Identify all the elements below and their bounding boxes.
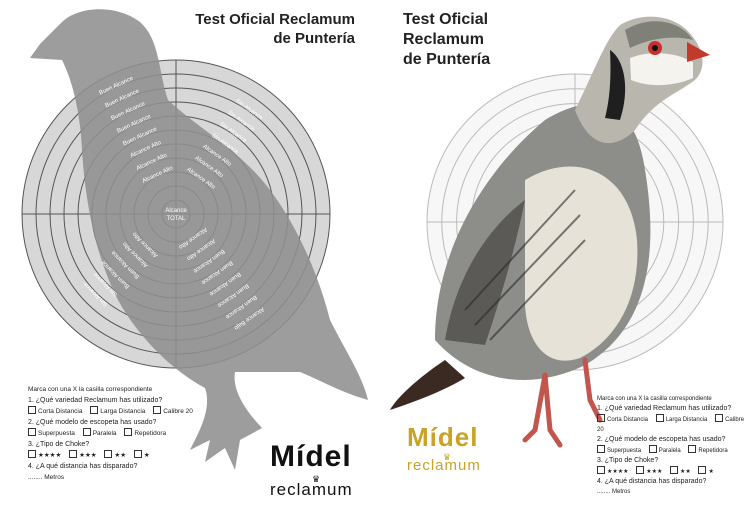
option-superpuesta[interactable]: Superpuesta: [597, 445, 641, 454]
right-crown-icon: ♛: [443, 452, 452, 462]
question-4: 4. ¿A qué distancia has disparado?: [597, 478, 707, 485]
right-page-title: Test Oficial Reclamum de Puntería: [403, 10, 490, 70]
partridge-illustration: [390, 16, 710, 448]
right-brand-sub: reclamum: [407, 457, 481, 474]
option-choke-3[interactable]: ★★★: [636, 466, 662, 475]
right-target-panel: Test Oficial Reclamum de Puntería Marca …: [375, 0, 750, 507]
left-crown-icon: ♛: [312, 474, 321, 484]
question-2-options: Superpuesta Paralela Repetidora: [597, 445, 747, 456]
option-corta-distancia[interactable]: Corta Distancia: [28, 406, 82, 415]
question-3: 3. ¿Tipo de Choke?: [597, 457, 659, 464]
left-brand-sub: reclamum: [270, 480, 353, 499]
option-larga-distancia[interactable]: Larga Distancia: [90, 406, 145, 415]
form-instruction: Marca con una X la casilla correspondien…: [597, 396, 712, 402]
question-3-options: ★★★★ ★★★ ★★ ★: [597, 466, 747, 477]
right-title-line1: Test Oficial: [403, 11, 489, 28]
option-corta-distancia[interactable]: Corta Distancia: [597, 414, 648, 423]
option-calibre-20[interactable]: Calibre 20: [597, 414, 744, 433]
question-3-options: ★★★★ ★★★ ★★ ★: [28, 450, 228, 461]
option-choke-4[interactable]: ★★★★: [597, 466, 629, 475]
form-instruction: Marca con una X la casilla correspondien…: [28, 386, 153, 393]
left-page-title: Test Oficial Reclamum de Puntería: [195, 10, 355, 48]
question-3: 3. ¿Tipo de Choke?: [28, 441, 90, 448]
option-paralela[interactable]: Paralela: [648, 445, 681, 454]
option-choke-2[interactable]: ★★: [670, 466, 691, 475]
option-choke-3[interactable]: ★★★: [69, 450, 97, 459]
center-label: TOTAL: [167, 216, 186, 222]
option-choke-4[interactable]: ★★★★: [28, 450, 61, 459]
option-calibre-20[interactable]: Calibre 20: [153, 406, 193, 415]
option-paralela[interactable]: Paralela: [82, 428, 117, 437]
left-brand-logo: Mídel: [270, 440, 352, 473]
question-1-options: Corta Distancia Larga Distancia Calibre …: [597, 414, 747, 435]
question-4: 4. ¿A qué distancia has disparado?: [28, 463, 138, 470]
option-superpuesta[interactable]: Superpuesta: [28, 428, 75, 437]
partridge-silhouette: [30, 9, 368, 470]
right-title-line2: Reclamum: [403, 31, 484, 48]
left-title-line2: de Puntería: [273, 30, 355, 47]
option-choke-2[interactable]: ★★: [104, 450, 126, 459]
option-choke-1[interactable]: ★: [698, 466, 714, 475]
right-title-line3: de Puntería: [403, 51, 491, 68]
question-2: 2. ¿Qué modelo de escopeta has usado?: [28, 419, 157, 426]
right-target-graphic: [390, 16, 724, 448]
left-title-line1: Test Oficial Reclamum: [195, 11, 355, 28]
left-target-panel: Buen Alcance Buen Alcance Buen Alcance Buen…: [21, 9, 368, 499]
option-larga-distancia[interactable]: Larga Distancia: [655, 414, 707, 423]
question-2-options: Superpuesta Paralela Repetidora: [28, 428, 228, 439]
distance-field[interactable]: ........ Metros: [28, 474, 65, 481]
right-brand-logo: Mídel: [407, 422, 479, 452]
question-2: 2. ¿Qué modelo de escopeta has usado?: [597, 436, 726, 443]
left-survey-form: Marca con una X la casilla correspondien…: [28, 384, 228, 483]
question-1: 1. ¿Qué variedad Reclamum has utilizado?: [28, 397, 163, 404]
option-repetidora[interactable]: Repetidora: [688, 445, 728, 454]
center-label: Alcance: [165, 208, 187, 214]
distance-field[interactable]: ........ Metros: [597, 489, 631, 495]
question-1: 1. ¿Qué variedad Reclamum has utilizado?: [597, 405, 732, 412]
right-survey-form: Marca con una X la casilla correspondien…: [597, 394, 747, 497]
option-choke-1[interactable]: ★: [133, 450, 150, 459]
question-1-options: Corta Distancia Larga Distancia Calibre …: [28, 406, 228, 417]
option-repetidora[interactable]: Repetidora: [124, 428, 166, 437]
